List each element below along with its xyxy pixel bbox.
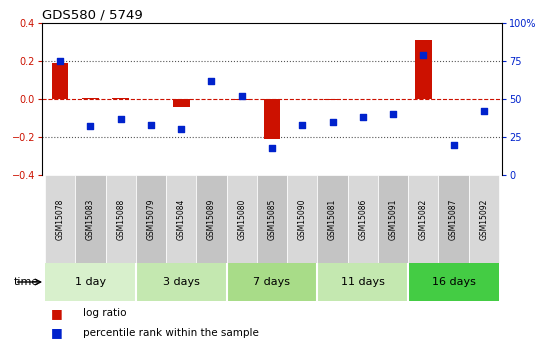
Bar bbox=[166, 175, 197, 263]
Point bbox=[56, 58, 64, 64]
Text: GSM15084: GSM15084 bbox=[177, 198, 186, 240]
Text: GSM15085: GSM15085 bbox=[267, 198, 276, 240]
Point bbox=[207, 78, 216, 83]
Point bbox=[389, 111, 397, 117]
Bar bbox=[378, 175, 408, 263]
Text: GSM15083: GSM15083 bbox=[86, 198, 95, 240]
Bar bbox=[227, 263, 318, 301]
Text: GSM15081: GSM15081 bbox=[328, 198, 337, 240]
Text: GSM15090: GSM15090 bbox=[298, 198, 307, 240]
Text: GSM15079: GSM15079 bbox=[146, 198, 156, 240]
Point bbox=[298, 122, 307, 128]
Bar bbox=[348, 175, 378, 263]
Text: ■: ■ bbox=[51, 307, 63, 320]
Point bbox=[116, 116, 125, 121]
Bar bbox=[438, 175, 469, 263]
Bar bbox=[52, 63, 69, 99]
Bar bbox=[318, 263, 408, 301]
Bar bbox=[408, 175, 438, 263]
Point bbox=[419, 52, 428, 58]
Text: ■: ■ bbox=[51, 326, 63, 339]
Point bbox=[177, 127, 186, 132]
Bar bbox=[408, 263, 499, 301]
Text: time: time bbox=[14, 277, 39, 287]
Bar bbox=[318, 175, 348, 263]
Bar bbox=[197, 175, 227, 263]
Point bbox=[147, 122, 156, 128]
Text: 16 days: 16 days bbox=[431, 277, 476, 287]
Bar bbox=[136, 263, 227, 301]
Point bbox=[480, 108, 488, 114]
Bar bbox=[82, 98, 99, 99]
Bar bbox=[105, 175, 136, 263]
Point bbox=[359, 115, 367, 120]
Bar bbox=[469, 175, 499, 263]
Bar bbox=[257, 175, 287, 263]
Bar bbox=[75, 175, 105, 263]
Point bbox=[86, 124, 94, 129]
Text: GSM15091: GSM15091 bbox=[389, 198, 397, 240]
Bar bbox=[227, 175, 257, 263]
Text: GDS580 / 5749: GDS580 / 5749 bbox=[42, 9, 143, 22]
Text: GSM15080: GSM15080 bbox=[237, 198, 246, 240]
Text: 11 days: 11 days bbox=[341, 277, 384, 287]
Point bbox=[238, 93, 246, 99]
Text: GSM15086: GSM15086 bbox=[358, 198, 367, 240]
Point bbox=[449, 142, 458, 147]
Text: log ratio: log ratio bbox=[83, 308, 127, 318]
Point bbox=[268, 145, 276, 150]
Bar bbox=[45, 175, 75, 263]
Bar bbox=[264, 99, 280, 139]
Point bbox=[328, 119, 337, 125]
Text: GSM15078: GSM15078 bbox=[56, 198, 65, 240]
Text: GSM15088: GSM15088 bbox=[116, 198, 125, 240]
Text: GSM15092: GSM15092 bbox=[480, 198, 488, 240]
Text: 7 days: 7 days bbox=[253, 277, 291, 287]
Bar bbox=[45, 263, 136, 301]
Text: GSM15082: GSM15082 bbox=[419, 198, 428, 240]
Text: 3 days: 3 days bbox=[163, 277, 200, 287]
Text: percentile rank within the sample: percentile rank within the sample bbox=[83, 328, 259, 338]
Text: GSM15089: GSM15089 bbox=[207, 198, 216, 240]
Bar bbox=[233, 99, 250, 100]
Text: GSM15087: GSM15087 bbox=[449, 198, 458, 240]
Bar bbox=[112, 98, 129, 99]
Bar bbox=[287, 175, 318, 263]
Bar bbox=[324, 99, 341, 100]
Bar bbox=[415, 40, 431, 99]
Bar bbox=[173, 99, 190, 107]
Text: 1 day: 1 day bbox=[75, 277, 106, 287]
Bar bbox=[136, 175, 166, 263]
